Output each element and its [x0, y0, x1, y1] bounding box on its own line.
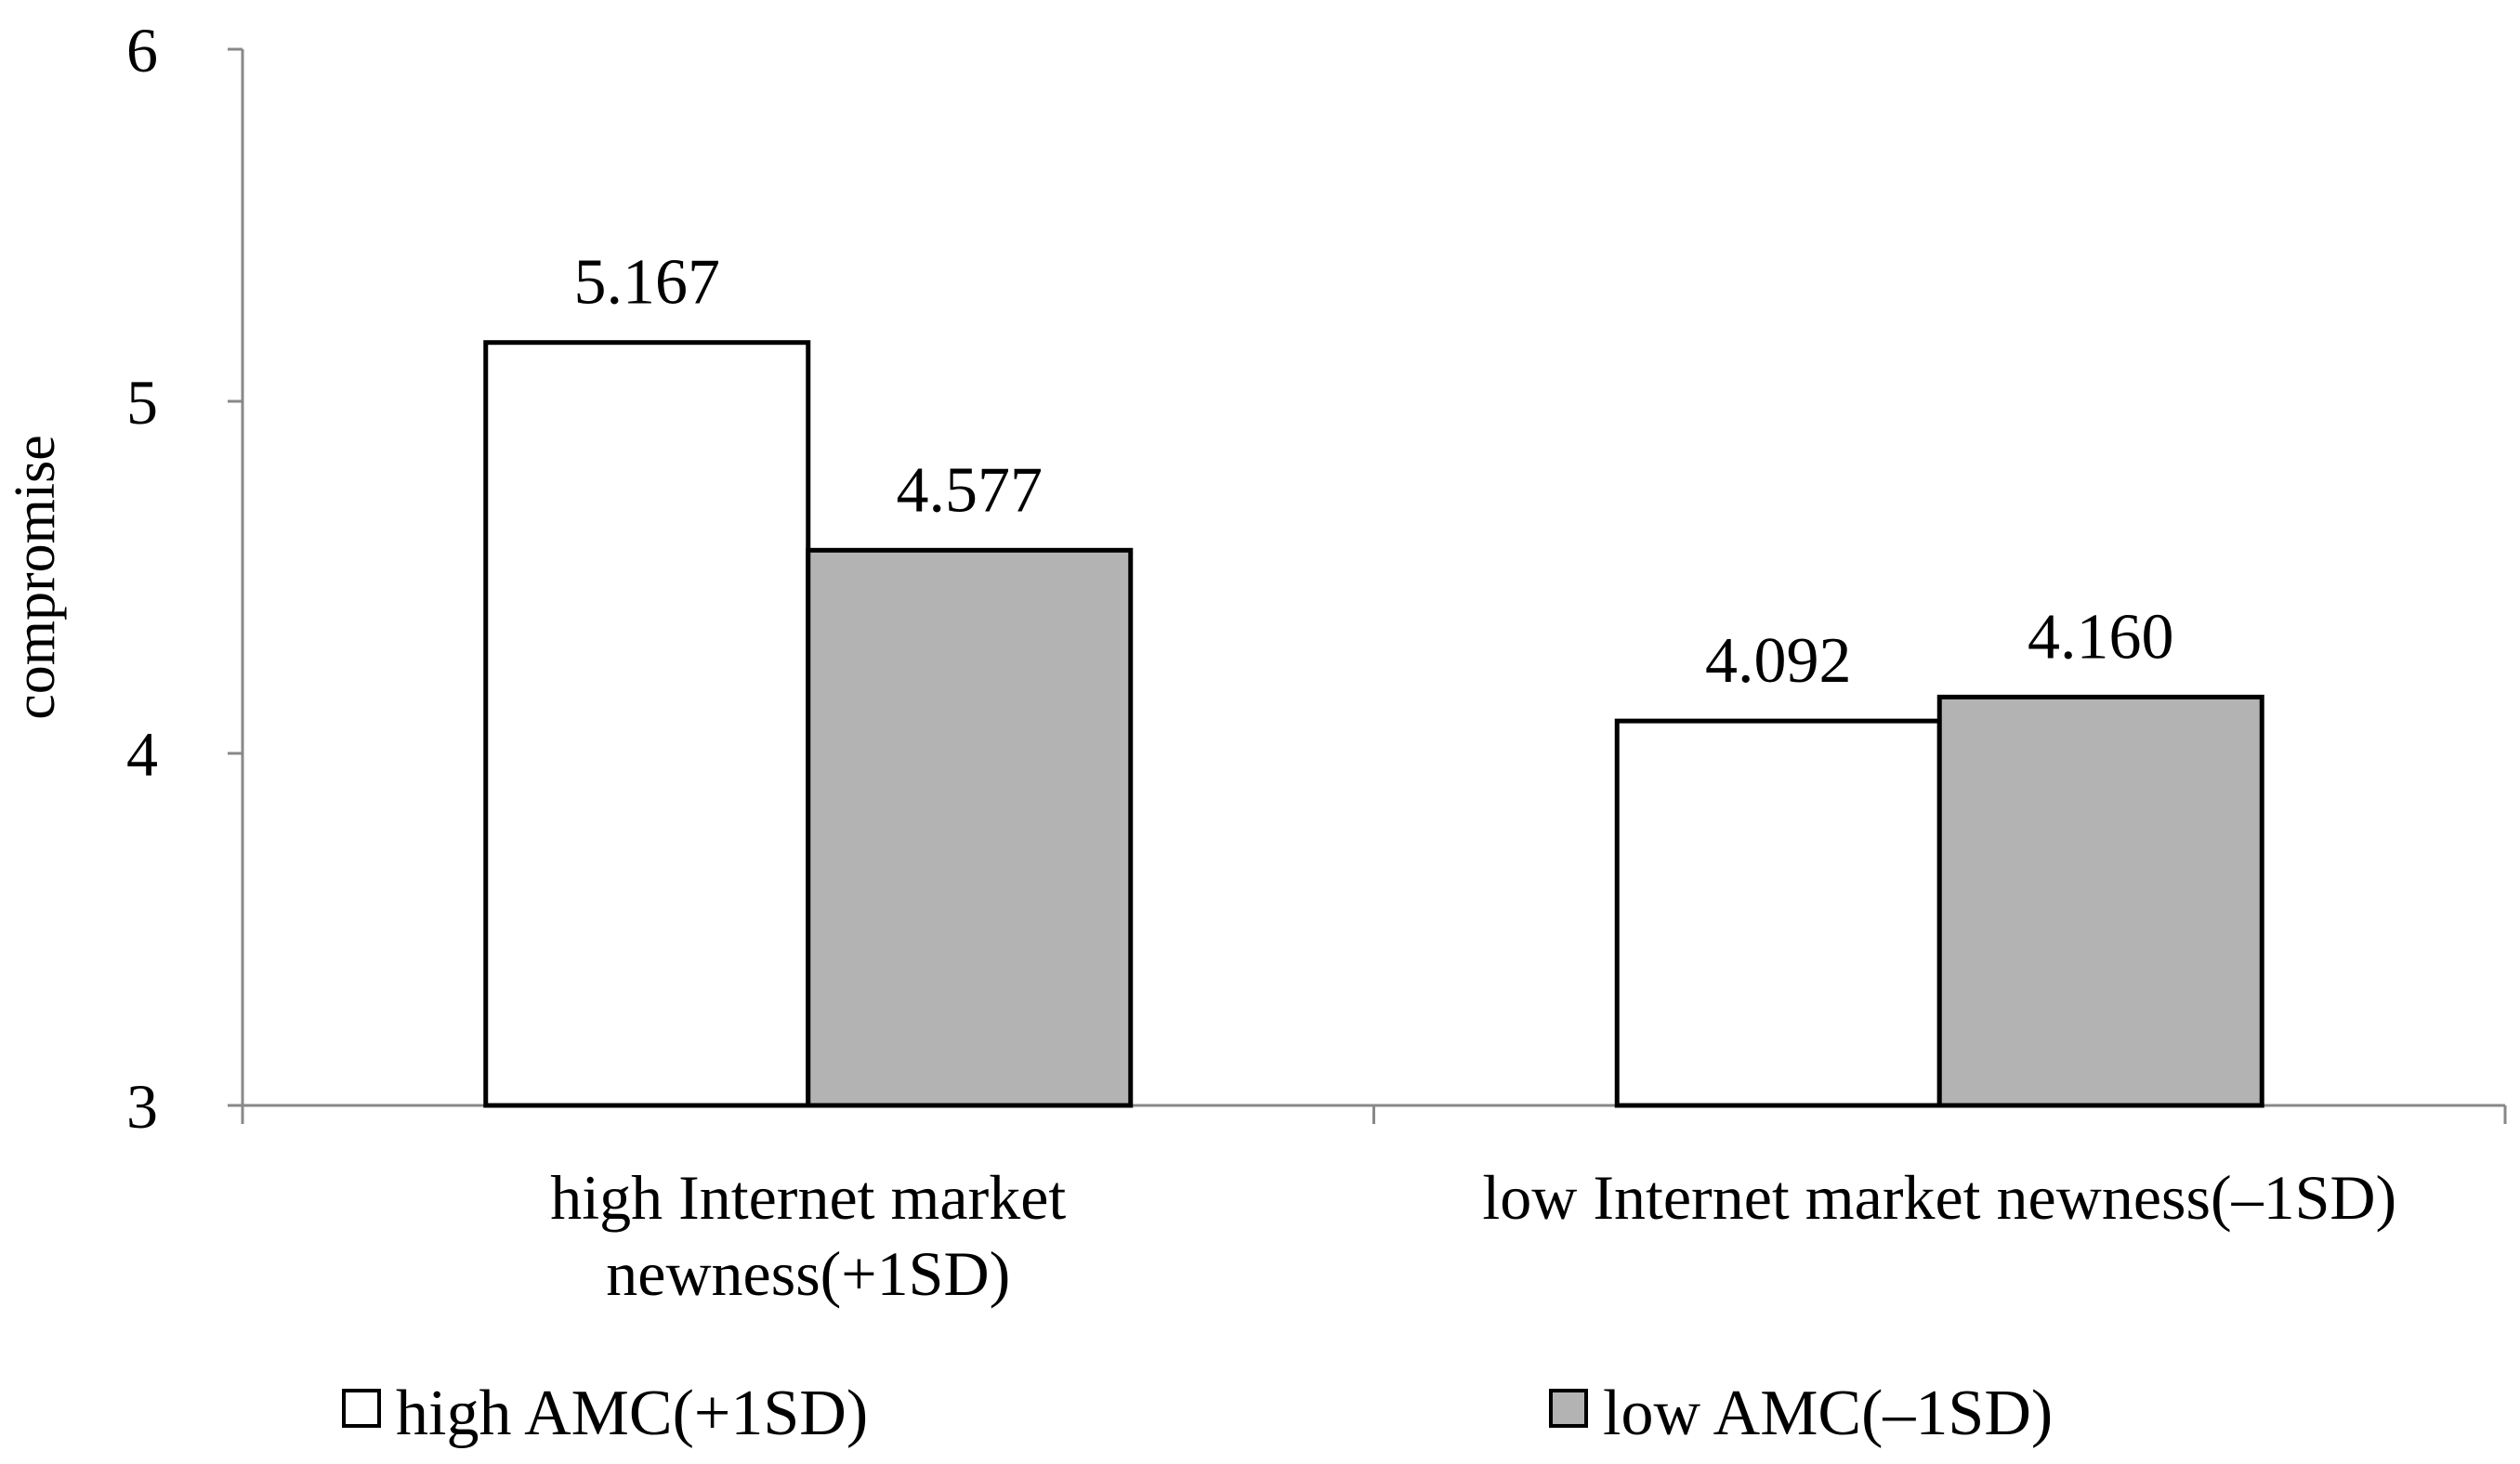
y-tick-label: 6 — [126, 15, 158, 85]
legend-label: low AMC(–1SD) — [1603, 1378, 2053, 1449]
value-labels: 5.167 4.577 4.092 4.160 — [574, 247, 2174, 697]
legend-swatch — [1549, 1389, 1588, 1428]
data-label: 4.577 — [897, 454, 1043, 526]
data-label: 4.160 — [2028, 601, 2174, 673]
y-tick-label: 3 — [126, 1071, 158, 1142]
x-tick-label: high Internet market — [550, 1162, 1066, 1233]
bar-high-amc-0 — [483, 340, 811, 1108]
bar-low-amc-1 — [1936, 694, 2264, 1108]
bar-high-amc-1 — [1614, 718, 1942, 1108]
bars — [483, 340, 2264, 1108]
bar-low-amc-0 — [806, 547, 1134, 1108]
y-axis-title: compromise — [4, 435, 67, 720]
x-tick-label: low Internet market newness(–1SD) — [1482, 1162, 2396, 1233]
legend: high AMC(+1SD) low AMC(–1SD) — [342, 1378, 2053, 1449]
axes: 3 4 5 6 compromise high Internet marketnewnes… — [4, 15, 2507, 1309]
legend-label: high AMC(+1SD) — [396, 1378, 868, 1449]
y-tick-label: 4 — [126, 719, 158, 790]
y-tick-label: 5 — [126, 367, 158, 438]
data-label: 4.092 — [1705, 625, 1852, 697]
data-label: 5.167 — [574, 247, 721, 319]
x-tick-label: newness(+1SD) — [606, 1238, 1010, 1309]
legend-swatch — [342, 1389, 381, 1428]
